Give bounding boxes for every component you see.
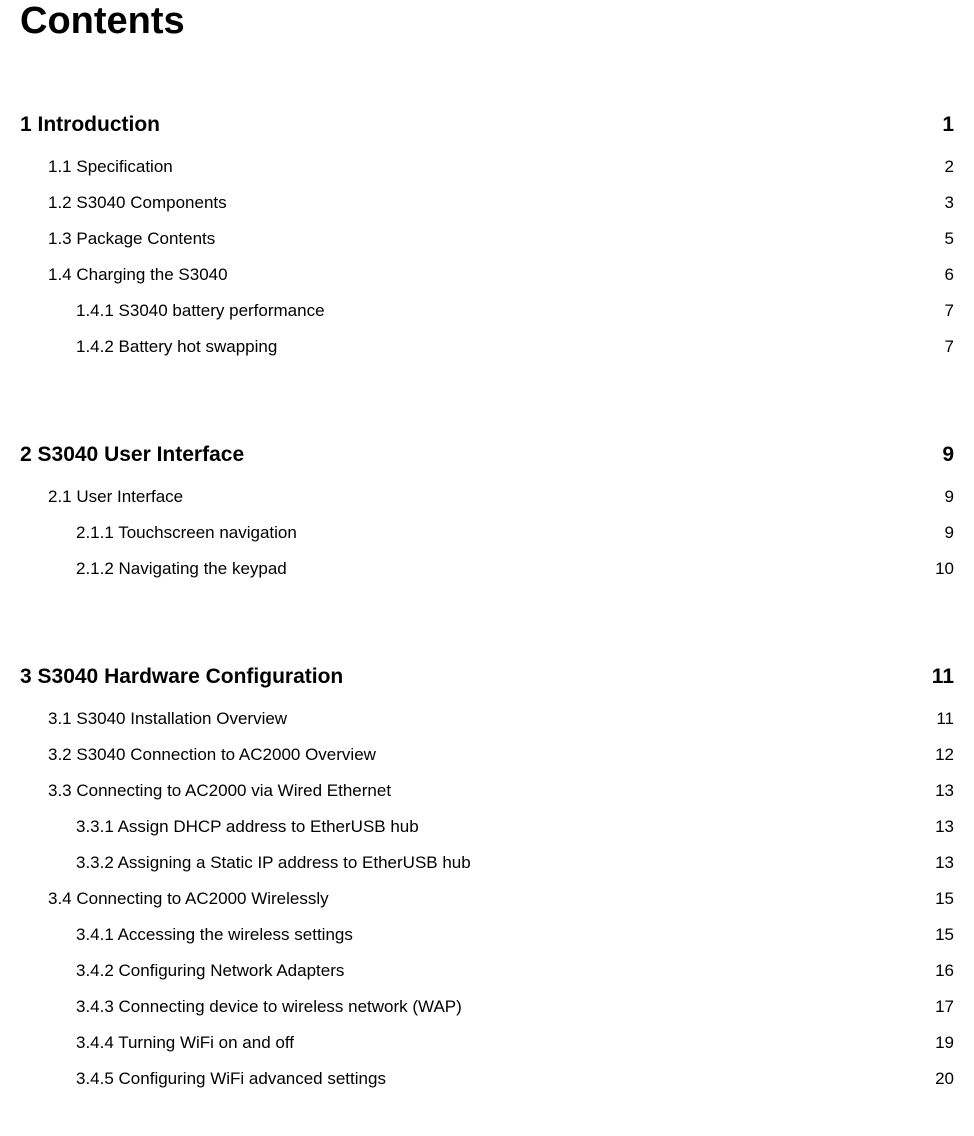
toc-entry[interactable]: 1.4 Charging the S3040 6 xyxy=(48,265,954,285)
toc-entry-label: 2.1.2 Navigating the keypad xyxy=(76,559,287,579)
toc-entry[interactable]: 1.2 S3040 Components 3 xyxy=(48,193,954,213)
toc-entry-page: 9 xyxy=(943,487,954,507)
toc-entry-page: 1 xyxy=(940,113,954,137)
toc-entry[interactable]: 2.1.1 Touchscreen navigation 9 xyxy=(76,523,954,543)
toc-entry-label: 1.3 Package Contents xyxy=(48,229,215,249)
toc-entry-label: 1 Introduction xyxy=(20,113,160,137)
toc-entry[interactable]: 2 S3040 User Interface 9 xyxy=(20,443,954,467)
toc-entry[interactable]: 2.1 User Interface 9 xyxy=(48,487,954,507)
toc-entry[interactable]: 1 Introduction 1 xyxy=(20,113,954,137)
toc-entry-label: 3.1 S3040 Installation Overview xyxy=(48,709,287,729)
toc-entry-page: 15 xyxy=(933,889,954,909)
toc-entry[interactable]: 3.4 Connecting to AC2000 Wirelessly 15 xyxy=(48,889,954,909)
toc-entry-page: 11 xyxy=(930,665,954,689)
toc-entry[interactable]: 3.4.2 Configuring Network Adapters 16 xyxy=(76,961,954,981)
toc-entry-label: 3.4.1 Accessing the wireless settings xyxy=(76,925,353,945)
toc-entry-label: 3.3.2 Assigning a Static IP address to E… xyxy=(76,853,471,873)
toc-entry[interactable]: 3.2 S3040 Connection to AC2000 Overview 1… xyxy=(48,745,954,765)
toc-entry-page: 19 xyxy=(933,1033,954,1053)
toc-entry-label: 1.2 S3040 Components xyxy=(48,193,227,213)
toc-entry-page: 3 xyxy=(943,193,954,213)
toc-entry[interactable]: 3.3.2 Assigning a Static IP address to E… xyxy=(76,853,954,873)
toc-entry-label: 3.4.2 Configuring Network Adapters xyxy=(76,961,344,981)
toc-entry-label: 3.2 S3040 Connection to AC2000 Overview xyxy=(48,745,376,765)
toc-entry[interactable]: 3.4.5 Configuring WiFi advanced settings… xyxy=(76,1069,954,1089)
toc-entry-label: 3.4 Connecting to AC2000 Wirelessly xyxy=(48,889,329,909)
toc-entry-page: 11 xyxy=(934,709,954,729)
toc-entry-label: 3.4.5 Configuring WiFi advanced settings xyxy=(76,1069,386,1089)
toc-entry-label: 2 S3040 User Interface xyxy=(20,443,244,467)
toc-entry-page: 9 xyxy=(943,523,954,543)
toc-entry[interactable]: 3.1 S3040 Installation Overview 11 xyxy=(48,709,954,729)
toc-entry-label: 3.3.1 Assign DHCP address to EtherUSB hu… xyxy=(76,817,419,837)
toc-entry-page: 15 xyxy=(933,925,954,945)
toc-entry-page: 7 xyxy=(943,337,954,357)
toc-entry[interactable]: 1.3 Package Contents 5 xyxy=(48,229,954,249)
toc-entry-page: 16 xyxy=(933,961,954,981)
toc-entry-label: 1.4.1 S3040 battery performance xyxy=(76,301,325,321)
toc-entry[interactable]: 1.1 Specification 2 xyxy=(48,157,954,177)
toc-entry-label: 1.1 Specification xyxy=(48,157,173,177)
toc-entry-page: 9 xyxy=(940,443,954,467)
toc-container: 1 Introduction 1 1.1 Specification 2 1.2 S30… xyxy=(20,113,954,1089)
toc-entry-label: 1.4 Charging the S3040 xyxy=(48,265,228,285)
toc-entry-page: 20 xyxy=(933,1069,954,1089)
toc-entry[interactable]: 3.4.1 Accessing the wireless settings 15 xyxy=(76,925,954,945)
toc-entry-page: 7 xyxy=(943,301,954,321)
toc-entry-page: 10 xyxy=(933,559,954,579)
toc-entry-page: 5 xyxy=(943,229,954,249)
toc-entry[interactable]: 3 S3040 Hardware Configuration 11 xyxy=(20,665,954,689)
toc-entry[interactable]: 3.4.3 Connecting device to wireless netw… xyxy=(76,997,954,1017)
toc-entry[interactable]: 2.1.2 Navigating the keypad 10 xyxy=(76,559,954,579)
toc-entry-page: 13 xyxy=(933,781,954,801)
toc-entry-page: 13 xyxy=(933,817,954,837)
toc-entry-label: 3 S3040 Hardware Configuration xyxy=(20,665,343,689)
toc-entry-page: 2 xyxy=(943,157,954,177)
toc-entry-page: 17 xyxy=(933,997,954,1017)
toc-entry[interactable]: 3.3.1 Assign DHCP address to EtherUSB hu… xyxy=(76,817,954,837)
toc-entry[interactable]: 1.4.1 S3040 battery performance 7 xyxy=(76,301,954,321)
toc-entry-label: 2.1.1 Touchscreen navigation xyxy=(76,523,297,543)
toc-entry[interactable]: 3.4.4 Turning WiFi on and off 19 xyxy=(76,1033,954,1053)
toc-entry-label: 3.4.4 Turning WiFi on and off xyxy=(76,1033,294,1053)
toc-entry-page: 13 xyxy=(933,853,954,873)
toc-entry-label: 2.1 User Interface xyxy=(48,487,183,507)
toc-entry-label: 3.3 Connecting to AC2000 via Wired Ether… xyxy=(48,781,391,801)
toc-entry-page: 12 xyxy=(933,745,954,765)
toc-entry[interactable]: 1.4.2 Battery hot swapping 7 xyxy=(76,337,954,357)
toc-entry-label: 3.4.3 Connecting device to wireless netw… xyxy=(76,997,462,1017)
toc-entry-label: 1.4.2 Battery hot swapping xyxy=(76,337,277,357)
toc-entry[interactable]: 3.3 Connecting to AC2000 via Wired Ether… xyxy=(48,781,954,801)
page-title: Contents xyxy=(20,0,954,43)
toc-entry-page: 6 xyxy=(943,265,954,285)
